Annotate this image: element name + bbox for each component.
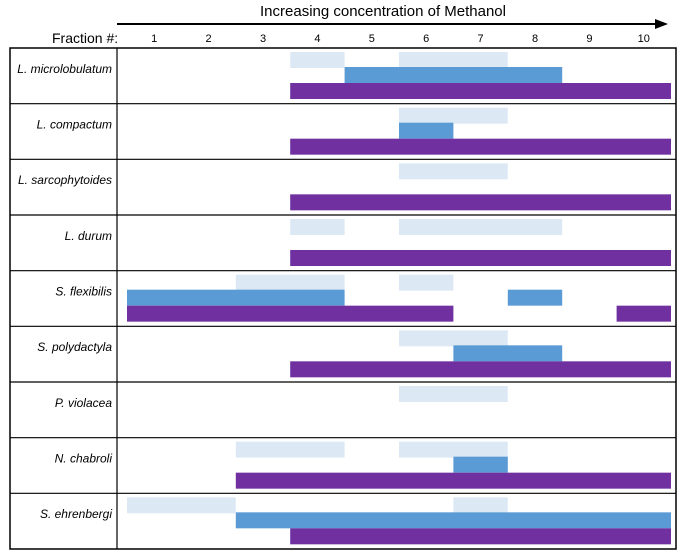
fraction-tick-3: 3 — [260, 33, 266, 45]
s-ehrenbergi-mid-bar-0 — [235, 512, 672, 529]
species-row-l-compactum: L. compactum — [10, 103, 676, 155]
s-flexibilis-dark-bar-1 — [616, 305, 671, 322]
species-row-s-flexibilis: S. flexibilis — [10, 270, 676, 322]
species-label-s-polydactyla: S. polydactyla — [37, 340, 112, 354]
fraction-tick-6: 6 — [423, 33, 429, 45]
s-flexibilis-mid-bar-1 — [507, 289, 563, 306]
fraction-tick-7: 7 — [478, 33, 484, 45]
species-row-s-polydactyla: S. polydactyla — [10, 325, 676, 378]
species-label-s-flexibilis: S. flexibilis — [55, 285, 112, 299]
chart-title: Increasing concentration of Methanol — [260, 3, 506, 20]
fraction-ticks: 1 2 3 4 5 6 7 8 9 10 — [151, 33, 650, 45]
species-label-n-chabroli: N. chabroli — [55, 452, 113, 466]
species-row-n-chabroli: N. chabroli — [10, 437, 676, 489]
species-label-l-microlobulatum: L. microlobulatum — [17, 62, 112, 76]
l-microlobulatum-light-bar-1 — [399, 52, 508, 68]
species-row-s-ehrenbergi: S. ehrenbergi — [10, 492, 676, 545]
fraction-axis-label: Fraction #: — [52, 30, 118, 46]
species-label-l-compactum: L. compactum — [37, 118, 112, 132]
fraction-tick-1: 1 — [151, 33, 157, 45]
n-chabroli-mid-bar-0 — [453, 456, 508, 473]
l-sarcophytoides-dark-bar-0 — [290, 194, 671, 211]
s-ehrenbergi-light-bar-1 — [453, 497, 508, 514]
species-label-s-ehrenbergi: S. ehrenbergi — [40, 507, 112, 521]
fraction-tick-10: 10 — [638, 33, 650, 45]
l-durum-light-bar-1 — [399, 219, 563, 235]
s-ehrenbergi-dark-bar-0 — [290, 528, 671, 545]
methanol-arrow-head — [655, 19, 668, 29]
species-row-l-sarcophytoides: L. sarcophytoides — [10, 158, 676, 211]
fraction-tick-4: 4 — [314, 33, 320, 45]
fraction-tick-8: 8 — [532, 33, 538, 45]
l-compactum-light-bar-0 — [399, 107, 508, 124]
l-microlobulatum-light-bar-0 — [290, 52, 345, 68]
s-flexibilis-dark-bar-0 — [127, 305, 454, 322]
l-sarcophytoides-light-bar-0 — [399, 163, 508, 180]
s-ehrenbergi-light-bar-0 — [127, 497, 236, 514]
species-row-l-durum: L. durum — [10, 214, 676, 266]
l-compactum-dark-bar-0 — [290, 138, 671, 155]
l-durum-light-bar-0 — [290, 219, 345, 235]
l-compactum-mid-bar-0 — [399, 122, 454, 139]
n-chabroli-dark-bar-0 — [235, 472, 672, 489]
species-row-l-microlobulatum: L. microlobulatum — [17, 52, 671, 99]
n-chabroli-light-bar-1 — [399, 441, 508, 458]
s-polydactyla-mid-bar-0 — [453, 345, 563, 362]
s-flexibilis-light-bar-0 — [235, 274, 345, 291]
fraction-tick-5: 5 — [369, 33, 375, 45]
species-rows: L. microlobulatum L. compactum L. sarcophy… — [10, 52, 676, 545]
species-label-l-durum: L. durum — [65, 229, 112, 243]
s-flexibilis-mid-bar-0 — [127, 289, 345, 306]
species-label-l-sarcophytoides: L. sarcophytoides — [18, 173, 112, 187]
l-durum-dark-bar-0 — [290, 250, 671, 266]
s-polydactyla-dark-bar-0 — [290, 361, 671, 378]
l-microlobulatum-dark-bar-0 — [290, 83, 671, 99]
s-flexibilis-light-bar-1 — [399, 274, 454, 291]
fraction-tick-9: 9 — [586, 33, 592, 45]
chart-frame — [9, 47, 677, 550]
l-microlobulatum-mid-bar-0 — [344, 67, 563, 83]
fraction-tick-2: 2 — [206, 33, 212, 45]
species-row-p-violacea: P. violacea — [10, 381, 676, 410]
species-label-p-violacea: P. violacea — [55, 396, 112, 410]
n-chabroli-light-bar-0 — [235, 441, 345, 458]
p-violacea-light-bar-0 — [399, 386, 508, 402]
s-polydactyla-light-bar-0 — [399, 330, 508, 347]
